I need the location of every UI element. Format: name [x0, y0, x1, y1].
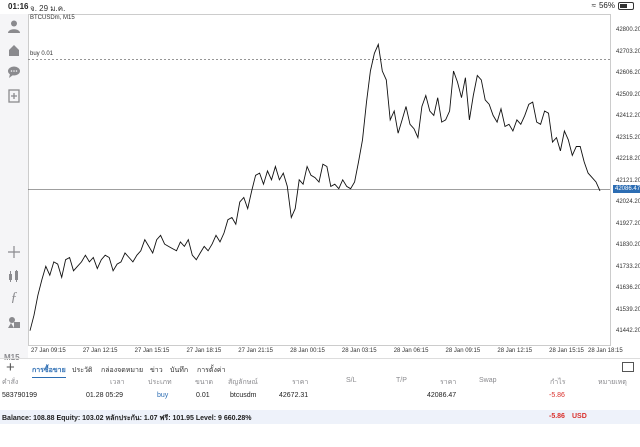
- battery-icon: [618, 1, 634, 10]
- y-tick-label: 42024.20: [616, 199, 640, 206]
- balance-bar: Balance: 108.88 Equity: 103.02 หลักประกั…: [0, 410, 640, 424]
- y-tick-label: 42412.20: [616, 113, 640, 120]
- new-order-icon[interactable]: [4, 86, 24, 106]
- chart-toolbar: ƒ M15: [0, 14, 28, 362]
- chat-icon[interactable]: [4, 62, 24, 82]
- position-open-price: 42672.31: [279, 392, 309, 399]
- wifi-icon: ≈: [591, 1, 596, 10]
- x-tick-label: 27 Jan 21:15: [238, 348, 273, 354]
- timeframe-button[interactable]: M15: [4, 353, 20, 362]
- header-sl: S/L: [346, 377, 357, 384]
- x-tick-label: 27 Jan 09:15: [31, 348, 66, 354]
- trade-icon[interactable]: [4, 40, 24, 60]
- position-symbol: btcusdm: [230, 392, 257, 399]
- header-symbol: สัญลักษณ์: [228, 379, 258, 386]
- x-tick-label: 28 Jan 03:15: [341, 348, 377, 354]
- tab-mailbox[interactable]: กล่องจดหมาย: [101, 367, 144, 374]
- tab-settings[interactable]: การตั้งค่า: [197, 367, 226, 374]
- position-ticket: 583790199: [2, 392, 38, 399]
- x-tick-label: 27 Jan 15:15: [134, 348, 170, 354]
- position-row[interactable]: 583790199 01.28 05:29 buy 0.01 btcusdm 4…: [0, 392, 640, 406]
- header-price: ราคา: [292, 379, 309, 386]
- tab-trade[interactable]: การซื้อขาย: [32, 365, 66, 378]
- y-tick-label: 41636.20: [616, 285, 640, 292]
- y-tick-label: 42703.20: [616, 48, 640, 55]
- y-tick-label: 42218.20: [616, 156, 640, 163]
- x-tick-label: 28 Jan 09:15: [445, 348, 481, 354]
- order-line-label: buy 0.01: [30, 51, 54, 58]
- current-price-tag: 42086.47: [613, 185, 640, 194]
- header-current-price: ราคา: [440, 379, 457, 386]
- tab-history[interactable]: ประวัติ: [72, 367, 93, 374]
- total-profit: -5.86: [549, 413, 565, 420]
- panel-toggle-icon[interactable]: [622, 362, 634, 372]
- header-tp: T/P: [396, 377, 407, 384]
- position-time: 01.28 05:29: [86, 392, 123, 399]
- crosshair-icon[interactable]: [4, 242, 24, 262]
- position-type: buy: [157, 392, 169, 399]
- x-tick-label: 28 Jan 15:15: [549, 348, 584, 354]
- y-tick-label: 41539.20: [616, 306, 640, 313]
- header-comment: หมายเหตุ: [598, 379, 627, 386]
- balance-summary: Balance: 108.88 Equity: 103.02 หลักประกั…: [2, 415, 252, 422]
- objects-icon[interactable]: [4, 312, 24, 332]
- price-series-line: [29, 42, 601, 331]
- x-tick-label: 28 Jan 12:15: [497, 348, 533, 354]
- y-tick-label: 41830.20: [616, 242, 640, 249]
- battery-level-fill: [620, 3, 627, 8]
- header-swap: Swap: [479, 377, 497, 384]
- currency-label: USD: [572, 413, 587, 420]
- header-type: ประเภท: [148, 379, 172, 386]
- profile-icon[interactable]: [4, 16, 24, 36]
- indicators-icon[interactable]: [4, 266, 24, 286]
- battery-percent: 56%: [598, 1, 615, 10]
- orders-table-header: คำสั่ง เวลา ประเภท ขนาด สัญลักษณ์ ราคา S…: [0, 377, 640, 390]
- position-profit: -5.86: [549, 392, 565, 399]
- tab-journal[interactable]: บันทึก: [170, 367, 189, 374]
- chart-symbol-label: BTCUSDm, M15: [30, 15, 75, 21]
- x-tick-label: 28 Jan 18:15: [588, 348, 623, 354]
- status-date: จ. 29 ม.ค.: [30, 4, 66, 13]
- y-tick-label: 42606.20: [616, 70, 640, 77]
- status-bar: 01:16 จ. 29 ม.ค. ≈ 56%: [0, 0, 640, 14]
- header-size: ขนาด: [195, 379, 214, 386]
- tab-news[interactable]: ข่าว: [150, 367, 163, 374]
- header-profit: กำไร: [550, 379, 566, 386]
- position-size: 0.01: [196, 392, 210, 399]
- x-tick-label: 27 Jan 18:15: [186, 348, 222, 354]
- x-tick-label: 27 Jan 12:15: [82, 348, 118, 354]
- chart-canvas[interactable]: [28, 14, 640, 358]
- chart-frame: [28, 14, 611, 346]
- header-order: คำสั่ง: [2, 379, 19, 386]
- y-tick-label: 41733.20: [616, 263, 640, 270]
- status-indicators: ≈ 56%: [592, 1, 634, 10]
- add-button[interactable]: +: [6, 359, 15, 376]
- y-tick-label: 41927.20: [616, 220, 640, 227]
- function-icon[interactable]: ƒ: [10, 290, 18, 305]
- terminal-tabs: + การซื้อขาย ประวัติ กล่องจดหมาย ข่าว บั…: [0, 358, 640, 378]
- position-current-price: 42086.47: [427, 392, 457, 399]
- price-chart[interactable]: BTCUSDm, M15 buy 0.01 42800.20 42703.20 42…: [28, 14, 640, 358]
- x-tick-label: 28 Jan 06:15: [393, 348, 429, 354]
- status-time: 01:16: [8, 2, 29, 11]
- y-tick-label: 42121.20: [616, 177, 640, 184]
- header-time: เวลา: [110, 379, 125, 386]
- x-tick-label: 28 Jan 00:15: [290, 348, 325, 354]
- y-tick-label: 42509.20: [616, 91, 640, 98]
- y-tick-label: 42800.20: [616, 27, 640, 34]
- y-tick-label: 41442.20: [616, 328, 640, 335]
- y-tick-label: 42315.20: [616, 134, 640, 141]
